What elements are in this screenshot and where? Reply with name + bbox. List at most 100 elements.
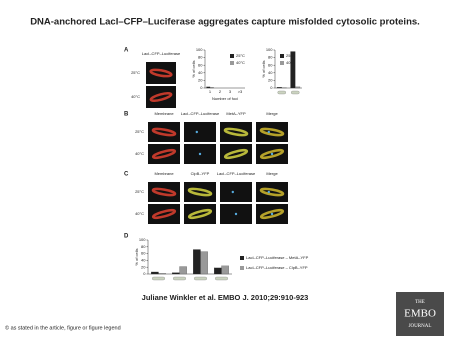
column-header: Merge (266, 111, 278, 116)
y-tick-label: 100 (196, 47, 203, 52)
cell (259, 209, 285, 219)
y-tick-label: 100 (266, 47, 273, 52)
bar (209, 87, 214, 89)
cell (149, 92, 173, 102)
cell (223, 149, 249, 159)
row-label: 25°C (131, 70, 140, 75)
focus (270, 212, 274, 216)
cell (259, 127, 285, 137)
column-header: LacI–CFP–Luciferase (217, 171, 256, 176)
micrograph (220, 182, 252, 202)
footer: © as stated in the article, figure or fi… (5, 324, 121, 331)
row-label: 40°C (135, 211, 144, 216)
column-header: Membrane (154, 111, 174, 116)
bar (221, 265, 229, 275)
micrograph (148, 204, 180, 224)
legend-label: 40°C (236, 60, 245, 65)
legend-label: 25°C (286, 53, 295, 58)
y-tick-label: 0 (143, 271, 146, 276)
panel-label: A (124, 48, 129, 54)
bar (276, 87, 282, 89)
y-tick-label: 20 (141, 264, 146, 269)
y-tick-label: 40 (198, 70, 203, 75)
category-icon (215, 276, 228, 281)
bar (295, 86, 301, 89)
logo-text: EMBO (404, 308, 436, 320)
focus (195, 130, 198, 134)
focus (198, 152, 202, 156)
x-axis-label: Number of foci (212, 96, 238, 101)
cell (223, 127, 249, 137)
cell (151, 149, 177, 159)
y-tick-label: 0 (200, 85, 203, 90)
cell (151, 127, 177, 137)
y-tick-label: 40 (141, 257, 146, 262)
bar (214, 267, 222, 275)
focus (270, 152, 274, 156)
x-tick-label: 1 (209, 89, 212, 94)
bar (206, 86, 211, 89)
column-header: Merge (266, 171, 278, 176)
y-tick-label: 80 (198, 55, 203, 60)
bar (290, 51, 296, 89)
y-tick-label: 60 (198, 62, 203, 67)
bar (179, 266, 187, 275)
cell (259, 149, 285, 159)
row-label: 25°C (135, 189, 144, 194)
category-icon (194, 276, 207, 281)
cell (149, 68, 173, 78)
bar (200, 251, 208, 275)
focus (267, 130, 270, 134)
legend-swatch (280, 61, 284, 65)
y-axis-label: % of cells (261, 60, 266, 77)
x-tick-label: 2 (219, 89, 222, 94)
micrograph (146, 86, 176, 108)
y-tick-label: 100 (139, 237, 146, 242)
focus (234, 212, 238, 216)
cell (187, 187, 213, 197)
bar (193, 249, 201, 275)
focus (231, 190, 234, 194)
legend-swatch (240, 266, 244, 270)
panel-label: B (124, 112, 129, 118)
logo-text: JOURNAL (409, 324, 432, 329)
column-header: ClpB–YFP (191, 171, 210, 176)
micrograph (256, 182, 288, 202)
y-tick-label: 20 (198, 77, 203, 82)
cell (187, 209, 213, 219)
legend-swatch (230, 54, 234, 58)
y-tick-label: 40 (268, 70, 273, 75)
image-label: LacI–CFP–Luciferase (142, 51, 181, 56)
panel-label: C (124, 172, 129, 178)
y-tick-label: 60 (268, 62, 273, 67)
micrograph (220, 122, 252, 142)
y-tick-label: 80 (141, 244, 146, 249)
legend-swatch (240, 256, 244, 260)
bar (151, 271, 159, 275)
micrograph (256, 122, 288, 142)
legend-swatch (230, 61, 234, 65)
micrograph (148, 122, 180, 142)
citation: Juliane Winkler et al. EMBO J. 2010;29:9… (142, 293, 309, 302)
category-icon (152, 276, 165, 281)
micrograph (184, 122, 216, 142)
legend-label: LacI–CFP–Luciferase – ClpB–YFP (246, 265, 308, 270)
y-axis-label: % of cells (191, 60, 196, 77)
x-tick-label: 3 (229, 89, 232, 94)
y-tick-label: 20 (268, 77, 273, 82)
category-icon (277, 90, 286, 95)
legend-label: LacI–CFP–Luciferase – MetA–YFP (246, 255, 309, 260)
micrograph (184, 182, 216, 202)
micrograph (146, 62, 176, 84)
legend-label: 25°C (236, 53, 245, 58)
category-icon (291, 90, 300, 95)
row-label: 40°C (135, 151, 144, 156)
micrograph (148, 182, 180, 202)
column-header: MetA–YFP (226, 111, 246, 116)
x-tick-label: >3 (238, 89, 243, 94)
cell (151, 209, 177, 219)
micrograph (184, 204, 216, 224)
cell (259, 187, 285, 197)
slide-title: DNA-anchored LacI–CFP–Luciferase aggrega… (30, 17, 420, 28)
